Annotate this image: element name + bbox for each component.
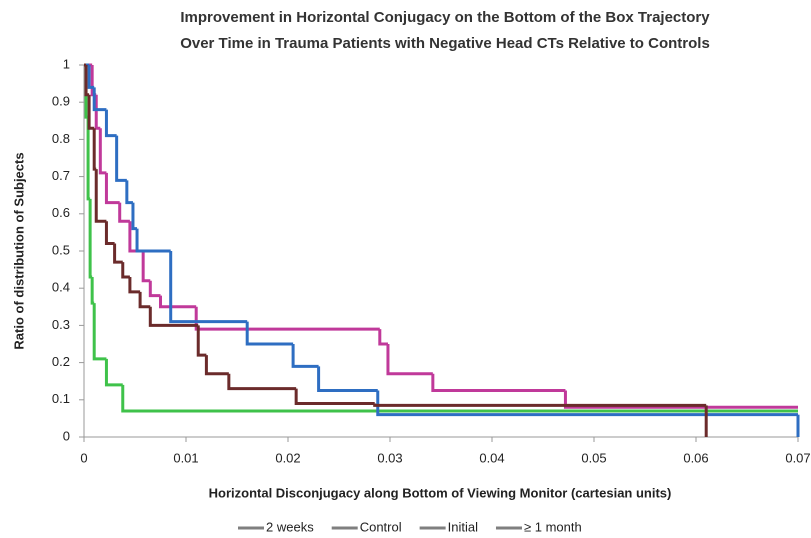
step-segment (118, 202, 130, 223)
step-segment (131, 202, 138, 231)
x-axis-label: Horizontal Disconjugacy along Bottom of … (209, 485, 672, 500)
step-segment (317, 366, 378, 392)
step-segment (113, 243, 123, 264)
step-segment (125, 180, 133, 205)
step-segment (169, 251, 248, 324)
step-segment (563, 390, 798, 409)
step-segment (141, 251, 151, 283)
step-segment (92, 128, 97, 171)
y-tick-label: 0.2 (52, 354, 70, 369)
step-segment (138, 291, 151, 309)
step-segment (121, 384, 798, 413)
step-segment (196, 325, 207, 357)
step-segment (90, 277, 95, 305)
step-segment (104, 221, 115, 246)
x-tick-label: 0.05 (581, 450, 606, 465)
y-tick-label: 1 (63, 56, 70, 71)
step-segment (94, 94, 101, 130)
x-tick-label: 0.02 (275, 450, 300, 465)
step-segment (194, 306, 380, 331)
step-segment (121, 262, 130, 279)
x-tick-label: 0 (80, 450, 87, 465)
x-tick-label: 0.06 (683, 450, 708, 465)
step-segment (294, 388, 375, 406)
step-segment (98, 128, 107, 175)
step-segment (135, 228, 171, 253)
legend-label: ≥ 1 month (524, 519, 582, 534)
step-segment (104, 358, 123, 387)
step-segment (386, 344, 433, 376)
x-tick-label: 0.03 (377, 450, 402, 465)
step-segment (245, 321, 294, 346)
step-segment (128, 277, 141, 294)
step-segment (376, 390, 798, 417)
y-tick-label: 0.1 (52, 391, 70, 406)
step-segment (431, 373, 566, 392)
y-tick-label: 0.8 (52, 131, 70, 146)
step-segment (115, 135, 127, 182)
step-segment (204, 355, 229, 376)
y-tick-label: 0.7 (52, 168, 70, 183)
y-axis-label: Ratio of distribution of Subjects (11, 152, 26, 349)
step-segment (373, 403, 707, 407)
step-segment (227, 373, 297, 391)
x-tick-label: 0.04 (479, 450, 504, 465)
legend-label: Control (360, 519, 402, 534)
step-segment (104, 109, 117, 138)
y-tick-label: 0 (63, 428, 70, 443)
step-segment (92, 87, 107, 112)
chart-title: Improvement in Horizontal Conjugacy on t… (180, 9, 710, 26)
step-segment (94, 169, 107, 223)
chart-title: Over Time in Trauma Patients with Negati… (180, 35, 710, 52)
y-tick-label: 0.5 (52, 242, 70, 257)
step-segment (291, 344, 319, 368)
step-segment (148, 306, 199, 327)
y-tick-label: 0.9 (52, 94, 70, 109)
y-tick-label: 0.4 (52, 280, 70, 295)
step-segment (87, 65, 95, 89)
step-segment (159, 295, 197, 309)
x-tick-label: 0.01 (173, 450, 198, 465)
step-segment (92, 303, 107, 361)
step-segment (148, 280, 161, 298)
y-tick-label: 0.3 (52, 317, 70, 332)
step-segment (104, 172, 120, 205)
legend-label: 2 weeks (266, 519, 314, 534)
step-segment (378, 329, 388, 346)
y-tick-label: 0.6 (52, 205, 70, 220)
x-tick-label: 0.07 (785, 450, 810, 465)
step-segment (88, 198, 93, 279)
step-segment (87, 94, 95, 130)
legend-label: Initial (448, 519, 478, 534)
